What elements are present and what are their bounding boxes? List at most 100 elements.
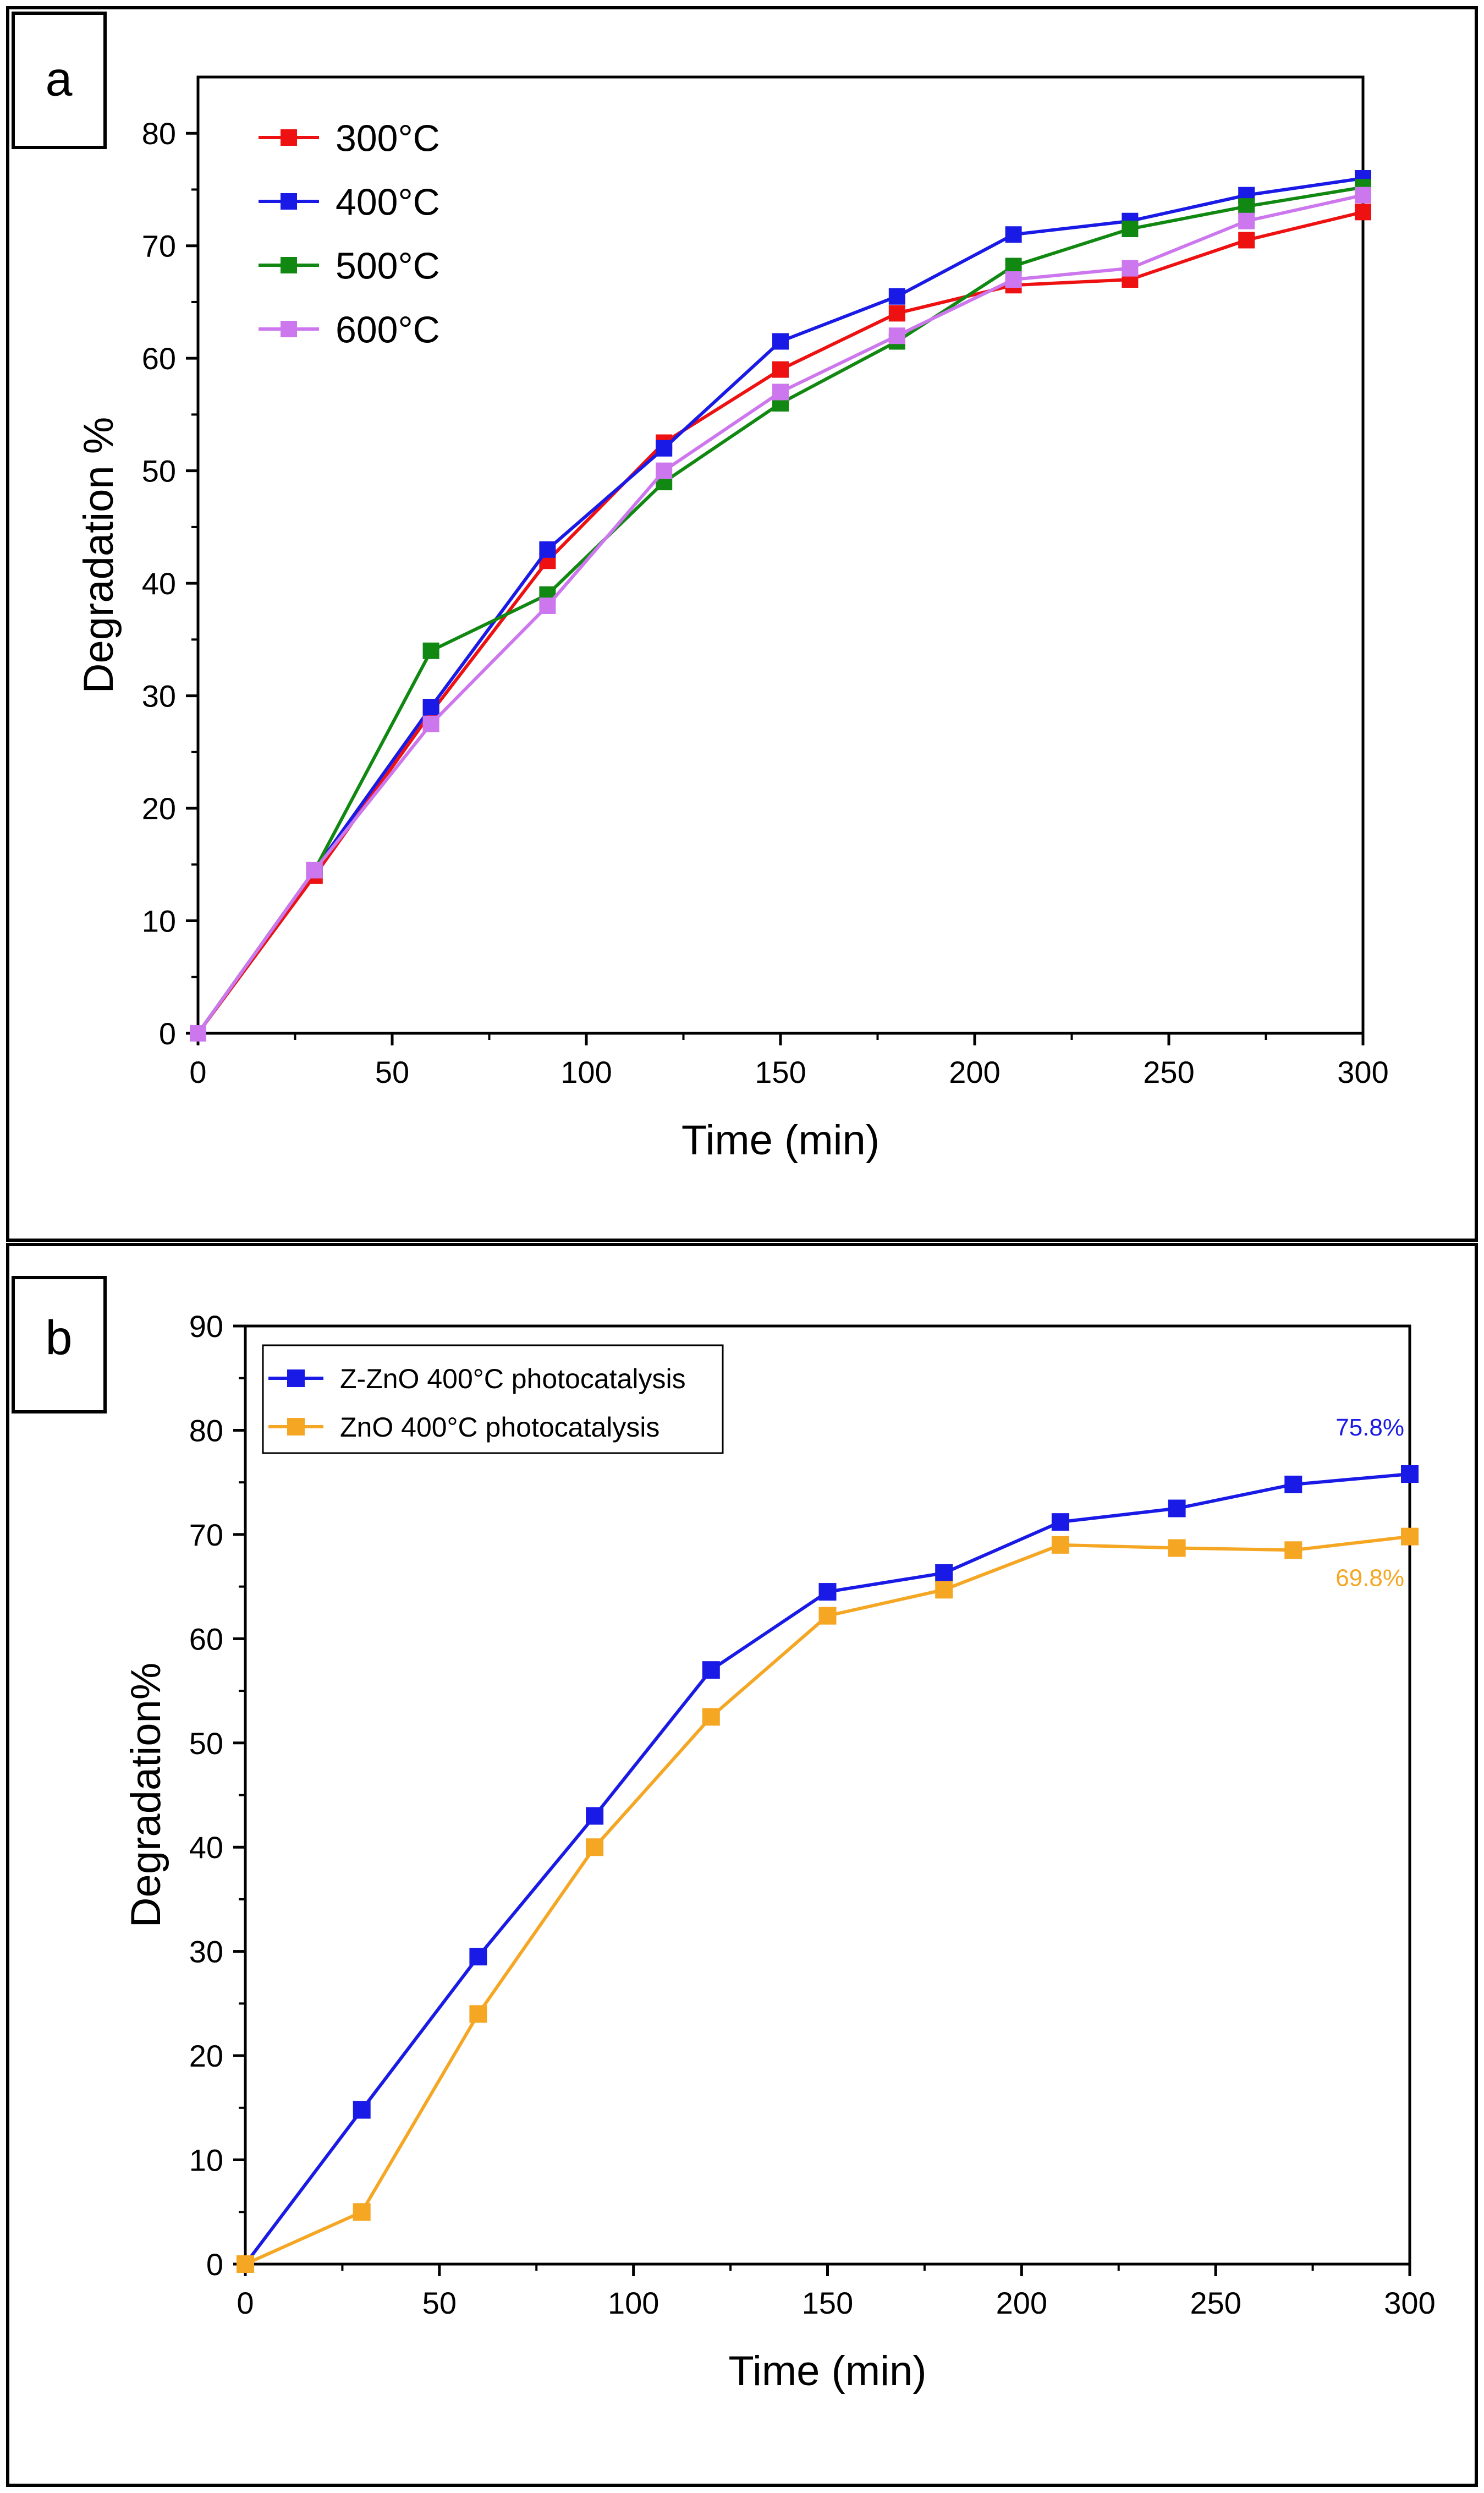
a-data-point <box>1122 260 1139 277</box>
panel-b-border <box>6 1243 1478 2487</box>
b-data-point <box>935 1581 953 1599</box>
a-data-point <box>1005 271 1022 288</box>
a-data-point <box>422 699 439 716</box>
a-legend-marker <box>281 193 297 210</box>
a-data-point <box>1122 221 1139 238</box>
b-data-point <box>469 2005 487 2023</box>
a-data-point <box>422 715 439 732</box>
b-y-tick-label: 40 <box>189 1830 223 1865</box>
panel-b: b 0 50 100 150 200 250 300 0 10 20 30 40 50 60 70 80 90 T… <box>6 1243 1478 2487</box>
a-data-point <box>539 541 556 558</box>
b-x-tick-label: 150 <box>802 2286 853 2320</box>
a-data-point <box>888 305 905 322</box>
a-legend-label: 300°C <box>336 117 440 159</box>
a-y-tick-label: 80 <box>142 116 176 151</box>
b-data-point <box>702 1708 720 1726</box>
b-data-point <box>818 1583 837 1601</box>
b-y-tick-label: 0 <box>206 2247 223 2282</box>
b-data-point <box>1401 1527 1419 1546</box>
a-legend-label: 500°C <box>336 245 440 287</box>
a-x-tick-label: 250 <box>1143 1055 1194 1089</box>
b-data-point <box>1168 1499 1186 1517</box>
a-y-axis-label: Degradation % <box>75 417 122 694</box>
a-y-tick-label: 50 <box>142 454 176 489</box>
b-x-tick-label: 300 <box>1384 2286 1435 2320</box>
b-data-point <box>702 1661 720 1679</box>
b-data-point <box>1401 1465 1419 1483</box>
a-data-point <box>772 333 789 350</box>
a-data-point <box>888 327 905 344</box>
a-x-tick-label: 300 <box>1337 1055 1388 1089</box>
a-x-tick-label: 200 <box>949 1055 1000 1089</box>
b-annotation: 69.8% <box>1335 1565 1404 1592</box>
a-data-point <box>772 383 789 401</box>
b-y-tick-label: 20 <box>189 2039 223 2073</box>
a-y-tick-label: 20 <box>142 791 176 826</box>
a-x-tick-label: 100 <box>560 1055 612 1089</box>
b-data-point <box>469 1948 487 1966</box>
a-data-point <box>772 361 789 378</box>
b-data-point <box>1284 1475 1302 1493</box>
panel-b-label: b <box>46 1310 73 1365</box>
a-y-tick-label: 40 <box>142 566 176 601</box>
b-data-point <box>353 2101 371 2119</box>
a-legend-label: 600°C <box>336 309 440 350</box>
a-y-tick-label: 60 <box>142 341 176 376</box>
b-y-tick-label: 60 <box>189 1621 223 1656</box>
a-x-tick-label: 150 <box>755 1055 806 1089</box>
b-data-point <box>237 2255 254 2273</box>
b-data-point <box>1051 1513 1069 1531</box>
b-data-point <box>1168 1539 1186 1557</box>
b-y-tick-label: 70 <box>189 1517 223 1552</box>
b-x-tick-label: 250 <box>1190 2286 1241 2320</box>
panel-a: a 0 50 100 150 200 250 300 0 10 20 30 40 50 60 70 80 Tim… <box>6 6 1478 1242</box>
a-data-point <box>1005 226 1022 243</box>
b-legend-marker <box>287 1418 305 1435</box>
b-x-axis-label: Time (min) <box>728 2348 926 2395</box>
a-data-point <box>539 598 556 615</box>
b-legend-box <box>262 1344 724 1454</box>
b-data-point <box>935 1564 953 1582</box>
panel-a-label-box <box>12 12 107 149</box>
b-y-tick-label: 10 <box>189 2143 223 2178</box>
a-y-tick-label: 30 <box>142 679 176 714</box>
b-data-point <box>1051 1536 1069 1554</box>
a-data-point <box>656 440 673 457</box>
b-data-point <box>1284 1541 1302 1559</box>
b-y-tick-label: 90 <box>189 1309 223 1344</box>
a-legend-marker <box>281 321 297 337</box>
a-data-point <box>1355 187 1371 204</box>
a-y-tick-label: 70 <box>142 229 176 264</box>
a-legend-label: 400°C <box>336 181 440 223</box>
chart-a: 0 50 100 150 200 250 300 0 10 20 30 40 50 60 70 80 Time … <box>75 75 1389 1164</box>
a-legend-marker <box>281 257 297 273</box>
b-annotation: 75.8% <box>1335 1414 1404 1441</box>
a-data-point <box>1238 198 1255 215</box>
a-data-point <box>306 862 323 879</box>
a-y-tick-label: 0 <box>159 1016 176 1051</box>
a-legend-marker <box>281 129 297 146</box>
b-data-point <box>353 2203 371 2221</box>
a-data-point <box>1238 232 1255 249</box>
b-legend-marker <box>287 1369 305 1387</box>
b-y-tick-label: 80 <box>189 1413 223 1448</box>
b-y-tick-label: 50 <box>189 1726 223 1761</box>
b-data-point <box>586 1807 604 1825</box>
b-x-tick-label: 0 <box>237 2286 254 2320</box>
panel-b-label-box <box>12 1276 107 1413</box>
a-x-tick-label: 0 <box>189 1055 206 1089</box>
a-data-point <box>1238 212 1255 229</box>
a-data-point <box>422 642 439 659</box>
b-y-tick-label: 30 <box>189 1935 223 1969</box>
panel-a-border <box>6 6 1478 1242</box>
a-x-tick-label: 50 <box>375 1055 409 1089</box>
b-legend-label: Z-ZnO 400°C photocatalysis <box>340 1363 686 1394</box>
a-data-point <box>656 462 673 479</box>
b-x-tick-label: 100 <box>608 2286 659 2320</box>
a-data-point <box>1355 204 1371 221</box>
b-data-point <box>586 1838 604 1856</box>
b-x-tick-label: 200 <box>996 2286 1047 2320</box>
b-data-point <box>818 1607 837 1625</box>
b-x-tick-label: 50 <box>422 2286 457 2320</box>
